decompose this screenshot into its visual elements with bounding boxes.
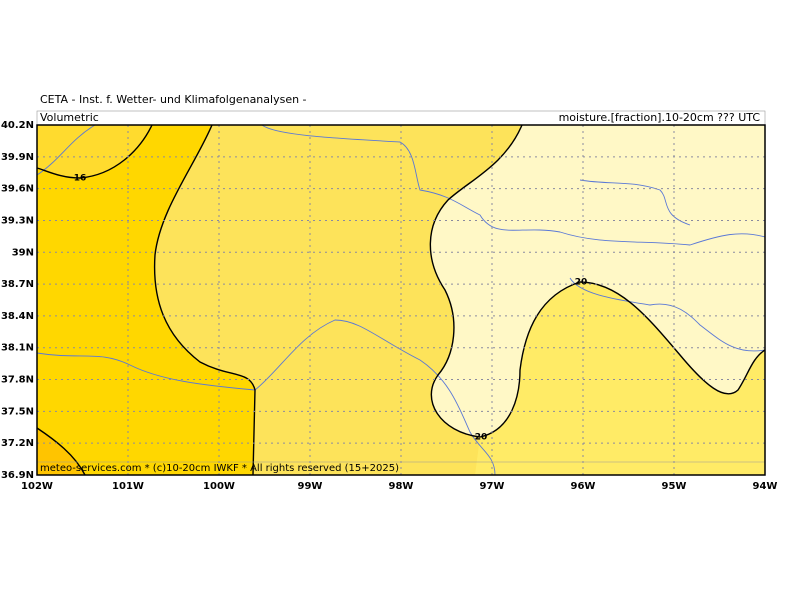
- y-tick-label: 38.1N: [1, 343, 34, 354]
- field-lowright: [475, 282, 765, 475]
- y-tick-label: 36.9N: [1, 470, 34, 481]
- x-tick-label: 101W: [112, 481, 144, 492]
- field-corner: [37, 428, 85, 475]
- y-tick-label: 39.9N: [1, 152, 34, 163]
- header-left: Volumetric: [40, 111, 99, 124]
- contour-label: 20: [475, 433, 488, 443]
- footer: meteo-services.com * (c)10-20cm IWKF * A…: [40, 463, 399, 474]
- x-tick-label: 99W: [298, 481, 323, 492]
- x-tick-label: 97W: [480, 481, 505, 492]
- y-tick-label: 39.3N: [1, 215, 34, 226]
- y-tick-label: 37.2N: [1, 438, 34, 449]
- x-tick-label: 102W: [21, 481, 53, 492]
- x-tick-label: 94W: [753, 481, 778, 492]
- x-tick-label: 98W: [389, 481, 414, 492]
- frame: [36, 124, 766, 476]
- y-tick-label: 37.5N: [1, 406, 34, 417]
- y-tick-label: 38.4N: [1, 311, 34, 322]
- field-band: [37, 125, 255, 475]
- y-tick-label: 38.7N: [1, 279, 34, 290]
- y-tick-label: 39.6N: [1, 184, 34, 195]
- header-right: moisture.[fraction].10-20cm ??? UTC: [559, 111, 761, 124]
- field-light: [430, 125, 765, 437]
- x-tick-label: 100W: [203, 481, 235, 492]
- contour-label: 16: [74, 174, 87, 184]
- contour-label: 20: [575, 278, 588, 288]
- field-topleft: [37, 125, 152, 178]
- title: CETA - Inst. f. Wetter- und Klimafolgena…: [40, 93, 307, 106]
- x-tick-label: 96W: [571, 481, 596, 492]
- y-tick-label: 39N: [12, 247, 34, 258]
- contours: [36, 124, 766, 476]
- x-tick-label: 95W: [662, 481, 687, 492]
- y-tick-label: 40.2N: [1, 120, 34, 131]
- y-tick-label: 37.8N: [1, 375, 34, 386]
